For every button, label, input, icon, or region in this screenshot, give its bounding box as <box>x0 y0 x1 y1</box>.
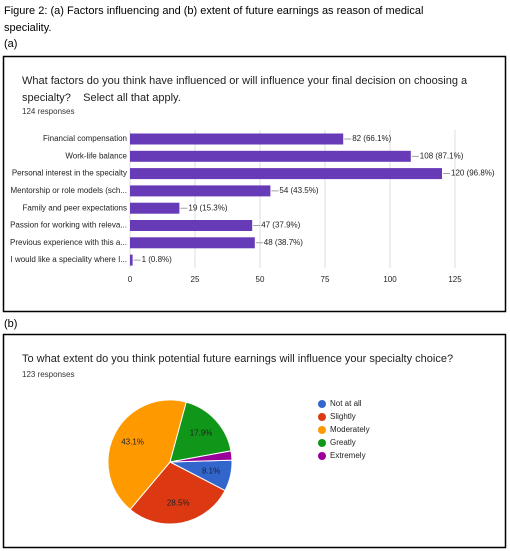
data-label: 17.9% <box>190 429 213 438</box>
chart-title: To what extent do you think potential fu… <box>22 353 454 365</box>
y-tick-label: Passion for working with releva... <box>10 221 127 230</box>
panel-label: (b) <box>4 318 18 330</box>
y-tick-label: Mentorship or role models (sch... <box>11 186 128 195</box>
bar <box>130 237 255 249</box>
pie-slice <box>169 450 233 463</box>
y-tick-label: Financial compensation <box>43 134 127 143</box>
data-label: 19 (15.3%) <box>188 203 227 212</box>
data-label: 28.5% <box>167 498 190 507</box>
data-label: 1 (0.8%) <box>142 255 173 264</box>
legend-label: Not at all <box>330 399 362 408</box>
bar <box>130 133 344 145</box>
y-tick-label: Previous experience with this a... <box>10 238 127 247</box>
pie-slice <box>129 461 226 525</box>
data-label: 82 (66.1%) <box>352 134 391 143</box>
panel-b-frame <box>2 333 507 549</box>
legend-swatch <box>318 439 326 447</box>
legend-label: Moderately <box>330 425 370 434</box>
x-tick-label: 100 <box>383 275 397 284</box>
pie-slice <box>169 401 232 463</box>
chart-subtitle: 123 responses <box>22 370 75 379</box>
x-tick-label: 0 <box>128 275 133 284</box>
data-label: 120 (96.8%) <box>451 169 495 178</box>
legend-label: Greatly <box>330 438 356 447</box>
x-tick-label: 50 <box>256 275 265 284</box>
y-tick-label: Family and peer expectations <box>23 203 128 212</box>
bar <box>130 185 271 197</box>
bar <box>130 202 180 214</box>
y-tick-label: Personal interest in the specialty <box>12 169 127 178</box>
legend-label: Slightly <box>330 412 356 421</box>
panel-label: (a) <box>4 38 18 50</box>
legend-swatch <box>318 426 326 434</box>
data-label: 8.1% <box>202 466 220 475</box>
panel-a-frame <box>2 55 507 313</box>
legend-label: Extremely <box>330 451 366 460</box>
bar <box>130 150 411 162</box>
chart-title: What factors do you think have influence… <box>22 75 471 104</box>
x-tick-label: 125 <box>448 275 462 284</box>
data-label: 48 (38.7%) <box>264 238 303 247</box>
y-tick-label: I would like a speciality where I... <box>11 255 128 264</box>
data-label: 43.1% <box>121 438 144 447</box>
pie-slice <box>107 399 187 511</box>
x-tick-label: 75 <box>321 275 330 284</box>
bar <box>130 168 442 180</box>
y-tick-label: Work-life balance <box>65 151 127 160</box>
data-label: 47 (37.9%) <box>261 221 300 230</box>
bar <box>130 220 253 231</box>
caption: Figure 2: (a) Factors influencing and (b… <box>4 5 424 34</box>
bar <box>130 254 133 266</box>
chart-subtitle: 124 responses <box>22 107 75 116</box>
data-label: 54 (43.5%) <box>279 186 318 195</box>
x-tick-label: 25 <box>191 275 200 284</box>
legend-swatch <box>318 452 326 460</box>
data-label: 108 (87.1%) <box>420 151 464 160</box>
legend-swatch <box>318 413 326 421</box>
legend-swatch <box>318 400 326 408</box>
